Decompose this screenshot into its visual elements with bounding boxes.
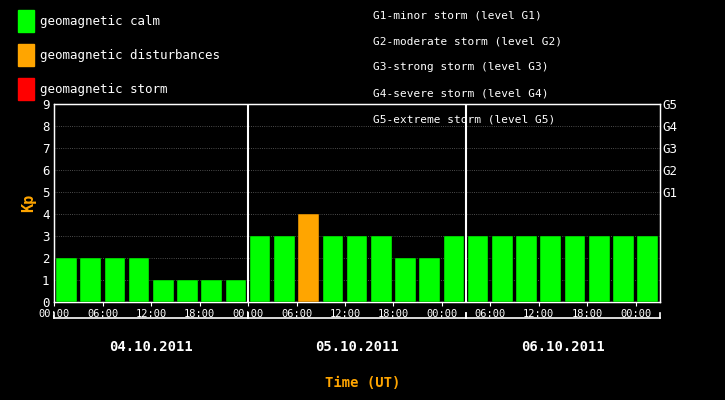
Bar (637, 236, 658, 302)
Text: geomagnetic disturbances: geomagnetic disturbances (40, 48, 220, 62)
Bar (80, 258, 101, 302)
Bar (57, 258, 77, 302)
Bar (371, 236, 392, 302)
Bar (104, 258, 125, 302)
Bar (347, 236, 368, 302)
Y-axis label: Kp: Kp (22, 194, 36, 212)
Bar (225, 280, 246, 302)
Text: 05.10.2011: 05.10.2011 (315, 340, 399, 354)
Bar (153, 280, 173, 302)
Text: geomagnetic storm: geomagnetic storm (40, 82, 167, 96)
Text: G4-severe storm (level G4): G4-severe storm (level G4) (373, 88, 549, 98)
Bar (178, 280, 198, 302)
Text: G1-minor storm (level G1): G1-minor storm (level G1) (373, 10, 542, 20)
Text: 06.10.2011: 06.10.2011 (521, 340, 605, 354)
Bar (565, 236, 585, 302)
Text: G5-extreme storm (level G5): G5-extreme storm (level G5) (373, 114, 555, 124)
Bar (516, 236, 536, 302)
Bar (202, 280, 222, 302)
Bar (274, 236, 294, 302)
Text: geomagnetic calm: geomagnetic calm (40, 14, 160, 28)
Bar (589, 236, 610, 302)
Bar (613, 236, 634, 302)
Bar (444, 236, 464, 302)
Bar (299, 214, 319, 302)
Text: G2-moderate storm (level G2): G2-moderate storm (level G2) (373, 36, 563, 46)
Bar (129, 258, 149, 302)
Bar (250, 236, 270, 302)
Text: 04.10.2011: 04.10.2011 (109, 340, 193, 354)
Text: Time (UT): Time (UT) (325, 376, 400, 390)
Bar (468, 236, 489, 302)
Bar (420, 258, 440, 302)
Text: G3-strong storm (level G3): G3-strong storm (level G3) (373, 62, 549, 72)
Bar (492, 236, 513, 302)
Bar (541, 236, 561, 302)
Bar (323, 236, 343, 302)
Bar (395, 258, 415, 302)
